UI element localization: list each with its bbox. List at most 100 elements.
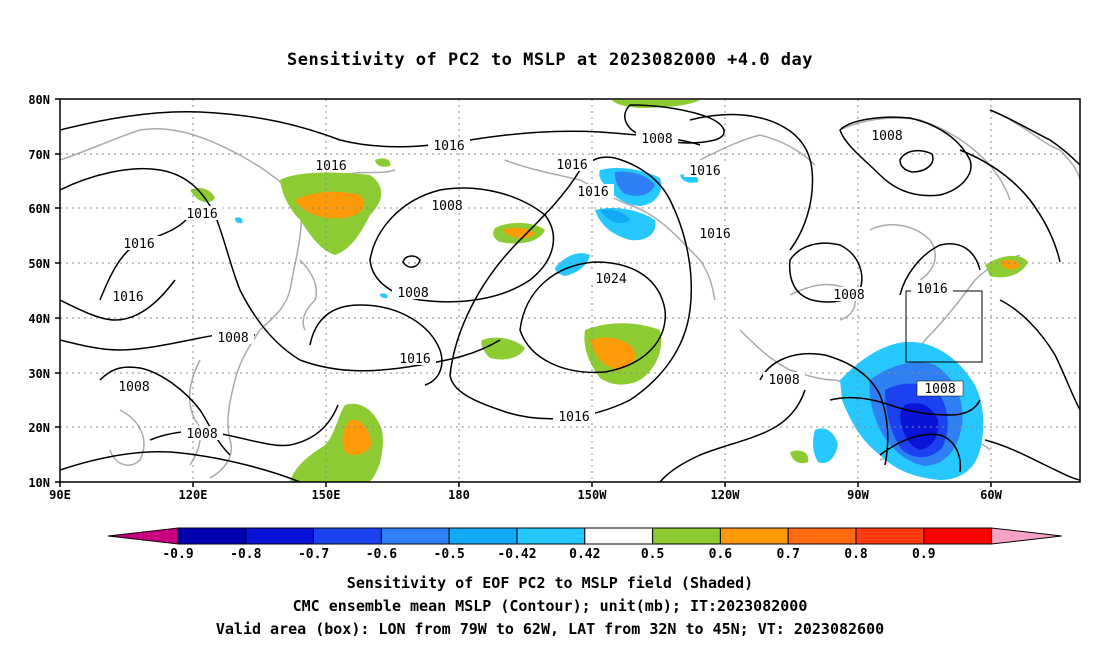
colorbar-label: 0.42 [569,547,600,562]
contour-label: 1016 [394,351,436,367]
lat-label: 30N [28,367,50,381]
colorbar-label: -0.7 [298,547,329,562]
svg-text:1016: 1016 [577,185,608,200]
lat-label: 10N [28,476,50,490]
colorbar-label: -0.42 [497,547,536,562]
contour-labels: 1016 1008 1016 1016 1016 1016 1016 1008 … [107,128,964,442]
contour-label: 1008 [866,128,908,144]
colorbar-label: 0.9 [912,547,935,562]
lat-label: 50N [28,257,50,271]
svg-text:1008: 1008 [871,129,902,144]
mslp-contours [60,104,1080,482]
svg-text:1016: 1016 [112,290,143,305]
colorbar-swatch [584,527,654,545]
colorbar-swatch [719,527,789,545]
svg-text:1016: 1016 [689,164,720,179]
lat-label: 40N [28,312,50,326]
svg-text:1008: 1008 [833,288,864,303]
lon-label: 180 [448,488,470,502]
contour-label: 1016 [572,184,614,200]
colorbar-swatch [380,527,450,545]
svg-text:1016: 1016 [556,158,587,173]
svg-text:1008: 1008 [431,199,462,214]
lon-label: 90W [847,488,869,502]
contour-label: 1016 [553,409,595,425]
colorbar: -0.9 -0.8 -0.7 -0.6 -0.5 -0.42 0.42 0.5 0.6 0.7 0.… [107,527,1062,562]
map-title: Sensitivity of PC2 to MSLP at 2023082000… [286,50,813,70]
colorbar-label: -0.9 [162,547,193,562]
svg-text:1016: 1016 [699,227,730,242]
tick-marks [55,98,992,487]
svg-text:1008: 1008 [924,382,955,397]
contour-label: 1008 [916,380,964,397]
lat-label: 20N [28,421,50,435]
longitude-labels: 90E 120E 150E 180 150W 120W 90W 60W [49,488,1002,502]
contour-label: 1016 [551,157,593,173]
contour-label: 1008 [763,372,805,388]
contour-label: 1016 [911,281,953,297]
lon-label: 60W [980,488,1002,502]
colorbar-label: -0.5 [434,547,465,562]
contour-label: 1008 [181,426,223,442]
svg-text:1016: 1016 [558,410,589,425]
contour-label: 1008 [828,287,870,303]
caption-line-1: Sensitivity of EOF PC2 to MSLP field (Sh… [346,574,754,592]
svg-text:1016: 1016 [916,282,947,297]
lat-label: 60N [28,202,50,216]
latitude-labels: 80N 70N 60N 50N 40N 30N 20N 10N [28,93,50,490]
colorbar-swatch [245,527,315,545]
colorbar-swatch [923,527,993,545]
lat-label: 80N [28,93,50,107]
colorbar-label: -0.6 [366,547,397,562]
contour-label: 1008 [636,131,678,147]
svg-text:1016: 1016 [186,207,217,222]
colorbar-label: 0.5 [641,547,664,562]
colorbar-min-arrow [107,527,179,545]
contour-label: 1016 [107,289,149,305]
lon-label: 120E [179,488,208,502]
colorbar-max-arrow [991,527,1062,545]
svg-text:1008: 1008 [768,373,799,388]
lon-label: 90E [49,488,71,502]
map-frame [59,98,1081,483]
contour-label: 1016 [694,226,736,242]
colorbar-swatch [516,527,586,545]
caption-line-2: CMC ensemble mean MSLP (Contour); unit(m… [292,597,808,615]
colorbar-label: 0.6 [709,547,733,562]
contour-label: 1008 [426,198,468,214]
colorbar-swatch [652,527,721,545]
lon-label: 150E [312,488,341,502]
caption-line-3: Valid area (box): LON from 79W to 62W, L… [215,620,885,638]
colorbar-swatch [787,527,857,545]
contour-label: 1016 [684,163,726,179]
colorbar-label: 0.8 [844,547,868,562]
svg-text:1008: 1008 [397,286,428,301]
colorbar-swatch [177,527,247,545]
svg-text:1008: 1008 [217,331,248,346]
contour-label: 1016 [428,138,470,154]
contour-label: 1008 [392,285,434,301]
svg-text:1016: 1016 [315,159,346,174]
contour-label: 1016 [181,206,223,222]
contour-label: 1016 [310,158,352,174]
svg-text:1008: 1008 [118,380,149,395]
svg-text:1016: 1016 [399,352,430,367]
colorbar-swatch [313,527,382,545]
colorbar-swatch [855,527,925,545]
svg-text:1008: 1008 [186,427,217,442]
contour-label: 1008 [212,330,254,346]
svg-text:1008: 1008 [641,132,672,147]
contour-label: 1024 [590,271,632,287]
colorbar-label: 0.7 [776,547,799,562]
lon-label: 120W [711,488,741,502]
svg-text:1024: 1024 [595,272,626,287]
lat-label: 70N [28,148,50,162]
contour-label: 1016 [118,236,160,252]
svg-text:1016: 1016 [433,139,464,154]
contour-label: 1008 [113,379,155,395]
colorbar-swatch [448,527,518,545]
lon-label: 150W [578,488,608,502]
svg-text:1016: 1016 [123,237,154,252]
colorbar-label: -0.8 [230,547,261,562]
